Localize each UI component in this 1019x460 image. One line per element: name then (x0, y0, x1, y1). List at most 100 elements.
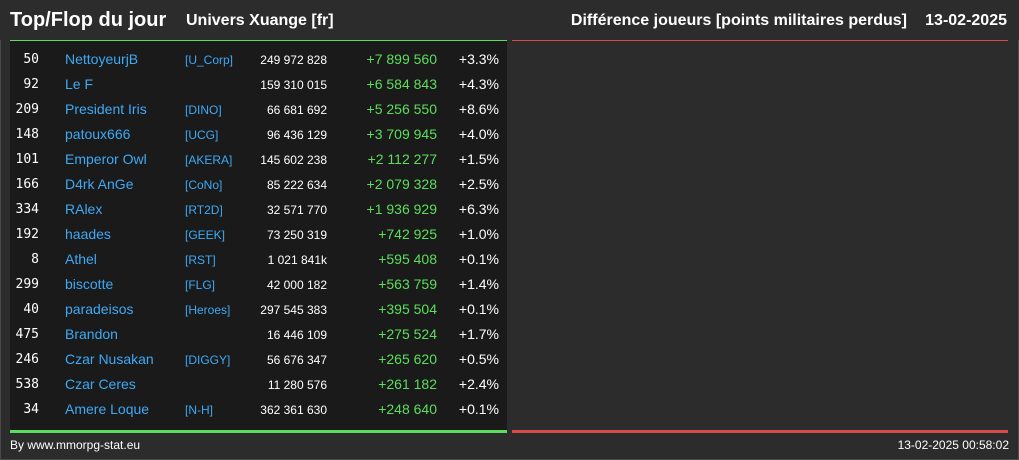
flop-panel-bottom-line (512, 430, 1008, 433)
player-name-link[interactable]: patoux666 (65, 126, 131, 142)
player-points: 16 446 109 (266, 328, 327, 342)
points-difference: +742 925 (378, 226, 437, 242)
generated-timestamp: 13-02-2025 00:58:02 (897, 438, 1009, 452)
player-points: 73 250 319 (266, 228, 327, 242)
table-row: 8 Athel [RST] 1 021 841k +595 408 +0.1% (10, 247, 507, 272)
player-guild-link[interactable]: [FLG] (185, 278, 216, 292)
points-difference: +5 256 550 (366, 101, 437, 117)
player-rank: 475 (15, 327, 39, 342)
percent-change: +1.4% (458, 276, 499, 292)
points-difference: +563 759 (378, 276, 437, 292)
player-name-link[interactable]: Le F (65, 76, 94, 92)
percent-change: +1.7% (458, 326, 499, 342)
player-rank: 101 (15, 152, 39, 167)
universe-label: Univers Xuange [fr] (186, 12, 334, 29)
player-rank: 50 (23, 52, 39, 67)
points-difference: +7 899 560 (366, 51, 437, 67)
player-guild-link[interactable]: [GEEK] (185, 228, 226, 242)
percent-change: +0.1% (458, 251, 499, 267)
player-guild-link[interactable]: [N-H] (185, 403, 213, 417)
player-name-link[interactable]: Athel (65, 251, 97, 267)
player-guild-link[interactable]: [UCG] (185, 128, 219, 142)
points-difference: +248 640 (378, 401, 437, 417)
player-name-link[interactable]: D4rk AnGe (65, 176, 134, 192)
player-name-link[interactable]: biscotte (65, 276, 114, 292)
player-name-link[interactable]: haades (65, 226, 111, 242)
player-points: 297 545 383 (260, 303, 327, 317)
player-rank: 148 (15, 127, 39, 142)
player-rank: 246 (15, 352, 39, 367)
table-row: 475 Brandon 16 446 109 +275 524 +1.7% (10, 322, 507, 347)
player-name-link[interactable]: paradeisos (65, 301, 134, 317)
table-row: 246 Czar Nusakan [DIGGY] 56 676 347 +265 620… (10, 347, 507, 372)
player-name-link[interactable]: NettoyeurjB (65, 51, 139, 67)
percent-change: +3.3% (458, 51, 499, 67)
percent-change: +1.5% (458, 151, 499, 167)
table-row: 101 Emperor Owl [AKERA] 145 602 238 +2 112 2… (10, 147, 507, 172)
table-row: 92 Le F 159 310 015 +6 584 843 +4.3% (10, 72, 507, 97)
player-name-link[interactable]: President Iris (65, 101, 147, 117)
percent-change: +4.3% (458, 76, 499, 92)
percent-change: +8.6% (458, 101, 499, 117)
table-row: 334 RAlex [RT2D] 32 571 770 +1 936 929 +6.3% (10, 197, 507, 222)
player-guild-link[interactable]: [DIGGY] (185, 353, 231, 367)
percent-change: +2.5% (458, 176, 499, 192)
player-name-link[interactable]: Czar Nusakan (65, 351, 154, 367)
player-rank: 40 (23, 302, 39, 317)
player-points: 249 972 828 (260, 53, 327, 67)
player-points: 85 222 634 (266, 178, 327, 192)
player-points: 56 676 347 (266, 353, 327, 367)
table-row: 166 D4rk AnGe [CoNo] 85 222 634 +2 079 328 +2… (10, 172, 507, 197)
percent-change: +1.0% (458, 226, 499, 242)
player-name-link[interactable]: Czar Ceres (65, 376, 136, 392)
source-credit: By www.mmorpg-stat.eu (10, 438, 141, 452)
player-points: 42 000 182 (266, 278, 327, 292)
player-rank: 8 (31, 252, 39, 267)
player-guild-link[interactable]: [U_Corp] (185, 53, 234, 67)
percent-change: +0.5% (458, 351, 499, 367)
top-players-panel: 50 NettoyeurjB [U_Corp] 249 972 828 +7 899 5… (10, 41, 507, 431)
points-difference: +6 584 843 (366, 76, 437, 92)
page-title: Top/Flop du jour (10, 9, 167, 31)
table-row: 209 President Iris [DINO] 66 681 692 +5 256 … (10, 97, 507, 122)
points-difference: +1 936 929 (366, 201, 437, 217)
percent-change: +6.3% (458, 201, 499, 217)
player-points: 145 602 238 (260, 153, 327, 167)
points-difference: +595 408 (378, 251, 437, 267)
player-guild-link[interactable]: [DINO] (185, 103, 222, 117)
points-difference: +2 112 277 (367, 151, 437, 167)
player-name-link[interactable]: Emperor Owl (65, 151, 147, 167)
table-row: 40 paradeisos [Heroes] 297 545 383 +395 504 +… (10, 297, 507, 322)
player-rank: 334 (15, 202, 39, 217)
player-name-link[interactable]: Brandon (65, 326, 118, 342)
player-points: 32 571 770 (266, 203, 327, 217)
player-points: 96 436 129 (266, 128, 327, 142)
player-points: 66 681 692 (266, 103, 327, 117)
player-guild-link[interactable]: [CoNo] (185, 178, 223, 192)
player-rank: 166 (15, 177, 39, 192)
player-guild-link[interactable]: [RT2D] (185, 203, 223, 217)
player-points: 1 021 841k (267, 253, 327, 267)
flop-players-panel (512, 41, 1008, 431)
percent-change: +0.1% (458, 301, 499, 317)
points-difference: +261 182 (378, 376, 437, 392)
player-name-link[interactable]: Amere Loque (65, 401, 150, 417)
player-name-link[interactable]: RAlex (65, 201, 103, 217)
table-row: 299 biscotte [FLG] 42 000 182 +563 759 +1.4% (10, 272, 507, 297)
table-row: 538 Czar Ceres 11 280 576 +261 182 +2.4% (10, 372, 507, 397)
player-guild-link[interactable]: [RST] (185, 253, 216, 267)
player-rank: 538 (15, 377, 39, 392)
stat-subtitle: Différence joueurs [points militaires pe… (570, 12, 907, 29)
points-difference: +395 504 (378, 301, 437, 317)
player-points: 362 361 630 (260, 403, 327, 417)
top-panel-bottom-line (10, 430, 507, 433)
player-points: 11 280 576 (267, 378, 327, 392)
player-guild-link[interactable]: [Heroes] (185, 303, 231, 317)
percent-change: +2.4% (458, 376, 499, 392)
table-row: 50 NettoyeurjB [U_Corp] 249 972 828 +7 899 5… (10, 47, 507, 72)
header-date: 13-02-2025 (925, 12, 1007, 29)
player-points: 159 310 015 (260, 78, 327, 92)
player-rank: 299 (15, 277, 39, 292)
player-rank: 92 (23, 77, 39, 92)
player-guild-link[interactable]: [AKERA] (185, 153, 233, 167)
